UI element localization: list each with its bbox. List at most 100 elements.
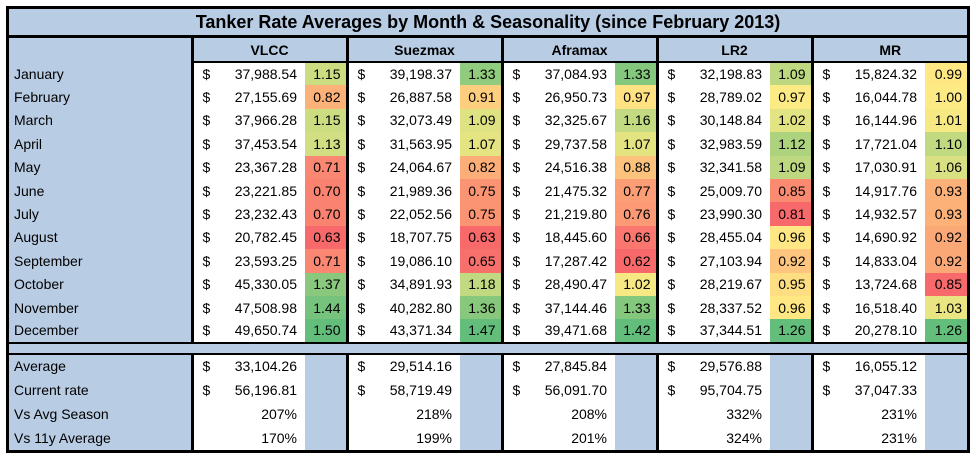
month-row: March $37,966.28 1.15 $32,073.49 1.09 $32,325… [9,108,967,133]
summary-stripe-cell [770,425,812,450]
rate-value: 26,887.58 [389,89,452,106]
title-row: Tanker Rate Averages by Month & Seasonal… [9,9,967,38]
header-row: VLCC Suezmax Aframax LR2 MR [9,36,967,63]
rate-cell: $37,988.54 [190,62,305,86]
rate-value: 28,219.67 [699,276,762,293]
currency-symbol: $ [667,358,676,375]
summary-stripe-cell [615,353,657,378]
currency-symbol: $ [202,159,211,176]
rate-cell: $28,789.02 [655,85,770,109]
rate-cell: $49,650.74 [190,319,305,343]
seasonality-factor-cell: 0.63 [460,225,502,250]
currency-symbol: $ [202,252,211,269]
seasonality-factor-cell: 0.88 [615,155,657,179]
rate-cell: $23,367.28 [190,155,305,179]
seasonality-factor-cell: 0.85 [770,178,812,203]
summary-row: Vs Avg Season 207% 218% 208% 332% 231% [9,401,967,426]
seasonality-factor-cell: 1.03 [925,295,967,320]
rate-value: 19,086.10 [389,252,452,269]
summary-value: 58,719.49 [389,381,452,398]
summary-value: 95,704.75 [699,381,762,398]
seasonality-factor-cell: 0.92 [770,249,812,273]
currency-symbol: $ [822,322,831,339]
rate-value: 28,789.02 [699,89,762,106]
rate-value: 24,064.67 [389,159,452,176]
summary-value-cell: $29,576.88 [655,353,770,378]
seasonality-factor-cell: 1.10 [925,132,967,156]
summary-value-cell: $16,055.12 [810,353,925,378]
rate-cell: $39,198.37 [345,62,460,86]
summary-value: 29,576.88 [699,358,762,375]
currency-symbol: $ [822,381,831,398]
rate-cell: $27,155.69 [190,85,305,109]
rate-cell: $16,044.78 [810,85,925,109]
seasonality-factor-cell: 0.70 [305,202,347,226]
seasonality-factor-cell: 1.16 [615,108,657,133]
seasonality-factor-cell: 0.85 [925,272,967,296]
seasonality-factor-cell: 0.91 [460,85,502,109]
rate-cell: $17,287.42 [500,249,615,273]
rate-value: 17,030.91 [854,159,917,176]
seasonality-factor-cell: 0.93 [925,178,967,203]
rate-value: 32,198.83 [699,66,762,83]
rate-cell: $18,707.75 [345,225,460,250]
rate-value: 23,232.43 [234,206,297,223]
month-label: February [9,85,192,109]
month-label: March [9,108,192,133]
rate-value: 32,325.67 [544,112,607,129]
rate-value: 32,341.58 [699,159,762,176]
seasonality-factor-cell: 1.26 [770,319,812,343]
summary-stripe-cell [770,353,812,378]
summary-percentage: 332% [726,405,762,422]
rate-cell: $20,782.45 [190,225,305,250]
currency-symbol: $ [512,206,521,223]
summary-section: Average $33,104.26 $29,514.16 $27,845.84 $29… [9,353,967,450]
month-row: February $27,155.69 0.82 $26,887.58 0.91 $26,… [9,85,967,109]
seasonality-factor-cell: 1.15 [305,62,347,86]
rate-value: 22,052.56 [389,206,452,223]
seasonality-factor-cell: 0.95 [770,272,812,296]
month-row: April $37,453.54 1.13 $31,563.95 1.07 $29,737… [9,132,967,156]
rate-value: 28,337.52 [699,299,762,316]
seasonality-factor-cell: 1.06 [925,155,967,179]
rate-value: 21,989.36 [389,182,452,199]
summary-label: Current rate [9,377,192,402]
rate-value: 14,917.76 [854,182,917,199]
currency-symbol: $ [822,206,831,223]
currency-symbol: $ [202,112,211,129]
seasonality-factor-cell: 0.77 [615,178,657,203]
summary-stripe-cell [925,425,967,450]
currency-symbol: $ [512,182,521,199]
currency-symbol: $ [357,66,366,83]
month-label: June [9,178,192,203]
summary-stripe-cell [305,353,347,378]
currency-symbol: $ [512,299,521,316]
rate-value: 32,073.49 [389,112,452,129]
summary-value-cell: $33,104.26 [190,353,305,378]
column-header-mr: MR [810,36,967,63]
column-header-vlcc: VLCC [190,36,347,63]
summary-stripe-cell [460,401,502,426]
rate-value: 30,148.84 [699,112,762,129]
rate-value: 14,833.04 [854,252,917,269]
rate-cell: $32,073.49 [345,108,460,133]
currency-symbol: $ [202,322,211,339]
seasonality-factor-cell: 0.71 [305,155,347,179]
currency-symbol: $ [202,206,211,223]
summary-percentage: 208% [571,405,607,422]
rate-cell: $32,983.59 [655,132,770,156]
summary-value-cell: 208% [500,401,615,426]
seasonality-factor-cell: 1.13 [305,132,347,156]
rate-value: 23,221.85 [234,182,297,199]
summary-percentage: 207% [261,405,297,422]
rate-value: 49,650.74 [234,322,297,339]
summary-value-cell: 218% [345,401,460,426]
rate-cell: $20,278.10 [810,319,925,343]
month-row: July $23,232.43 0.70 $22,052.56 0.75 $21,219.… [9,202,967,226]
seasonality-factor-cell: 1.01 [925,108,967,133]
rate-value: 37,453.54 [234,135,297,152]
rate-value: 26,950.73 [544,89,607,106]
rate-value: 43,371.34 [389,322,452,339]
summary-stripe-cell [460,353,502,378]
currency-symbol: $ [357,276,366,293]
